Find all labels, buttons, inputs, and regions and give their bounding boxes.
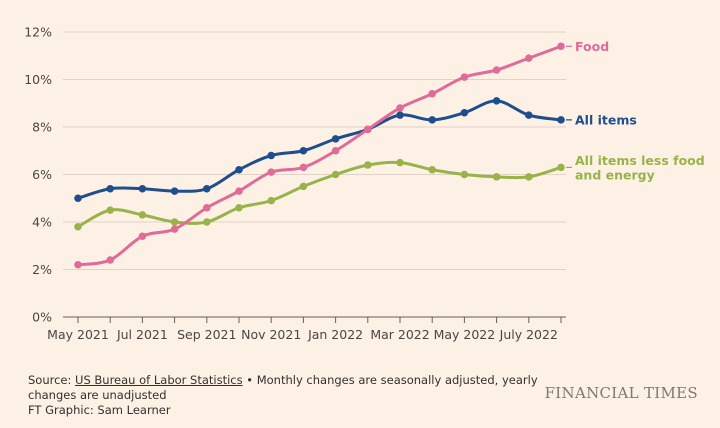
data-point-all-items-less-food-and-energy (557, 163, 565, 172)
data-point-all-items (170, 187, 179, 195)
data-point-food (331, 146, 340, 155)
y-tick-label: 4% (32, 215, 52, 230)
data-point-all-items (460, 108, 469, 117)
data-point-all-items-less-food-and-energy (492, 173, 501, 181)
y-tick-label: 0% (32, 310, 52, 325)
graphic-credit: FT Graphic: Sam Learner (28, 403, 171, 417)
series-label-food: Food (575, 39, 609, 54)
y-tick-label: 12% (24, 25, 52, 40)
data-point-all-items (235, 165, 243, 174)
series-line-food (76, 44, 563, 267)
x-tick-label: Jul 2021 (116, 327, 168, 342)
x-tick-label: Nov 2021 (241, 327, 301, 342)
data-point-all-items (74, 194, 82, 203)
x-tick-label: July 2022 (499, 327, 558, 342)
data-point-all-items (396, 111, 404, 119)
data-point-all-items-less-food-and-energy (364, 161, 372, 169)
series-label-line: Food (575, 39, 609, 54)
data-point-all-items-less-food-and-energy (525, 173, 533, 181)
data-point-all-items-less-food-and-energy (267, 196, 276, 205)
data-point-food (267, 168, 276, 176)
data-point-food (364, 125, 372, 134)
source-link[interactable]: US Bureau of Labor Statistics (75, 373, 243, 387)
data-point-all-items (299, 146, 308, 155)
data-point-food (492, 66, 501, 74)
y-tick-label: 2% (32, 262, 52, 277)
series-label-line: All items (575, 112, 637, 127)
series-label-all-items-less-food-and-energy: All items less food and energy (575, 153, 705, 183)
data-point-all-items (525, 111, 533, 119)
data-point-food (138, 232, 147, 241)
x-tick-label: May 2022 (434, 327, 496, 342)
series-label-all-items: All items (575, 112, 637, 127)
data-point-all-items (267, 151, 276, 160)
data-point-all-items (492, 97, 501, 105)
source-line: Source: US Bureau of Labor Statistics • … (28, 373, 548, 403)
series-label-line: and energy (575, 167, 655, 182)
data-point-all-items-less-food-and-energy (138, 211, 147, 219)
source-prefix: Source: (28, 373, 76, 387)
chart-footer: Source: US Bureau of Labor Statistics • … (28, 373, 548, 418)
data-point-food (235, 187, 243, 195)
data-point-food (557, 42, 565, 51)
data-point-all-items (331, 135, 340, 143)
ft-brand-logo: FINANCIAL TIMES (544, 384, 698, 402)
series-line-all-items (76, 99, 563, 200)
data-point-food (74, 260, 82, 269)
data-point-all-items-less-food-and-energy (396, 158, 404, 167)
data-point-all-items (557, 116, 565, 124)
data-point-all-items-less-food-and-energy (235, 203, 243, 212)
data-point-all-items (203, 184, 211, 193)
data-point-all-items-less-food-and-energy (170, 218, 179, 226)
y-tick-label: 8% (32, 120, 52, 135)
series-label-line: All items less food (575, 153, 705, 168)
data-point-all-items-less-food-and-energy (331, 170, 340, 179)
x-tick-label: Sep 2021 (177, 327, 236, 342)
data-point-food (428, 89, 437, 98)
source-note: • Monthly changes are seasonally adjuste… (28, 373, 538, 402)
data-point-all-items (428, 116, 437, 124)
data-point-food (106, 256, 114, 264)
data-point-food (396, 104, 404, 112)
data-point-all-items-less-food-and-energy (460, 170, 469, 179)
x-tick-label: May 2021 (47, 327, 109, 342)
line-chart: 0% 2% 4% 6% 8% 10% 12% May 2021 Jul 2021 Sep 2021… (24, 25, 705, 343)
x-tick-label: Jan 2022 (307, 327, 363, 342)
data-point-food (170, 225, 179, 233)
data-point-all-items-less-food-and-energy (74, 222, 82, 231)
data-point-food (460, 73, 469, 81)
data-point-food (203, 203, 211, 212)
y-tick-label: 6% (32, 167, 52, 182)
data-point-food (525, 54, 533, 62)
data-point-food (299, 163, 308, 172)
series-line-all-items-less-food-and-energy (76, 160, 563, 229)
y-tick-label: 10% (24, 72, 52, 87)
data-point-all-items (138, 184, 147, 193)
data-point-all-items (106, 184, 114, 193)
data-point-all-items-less-food-and-energy (299, 182, 308, 191)
data-point-all-items-less-food-and-energy (106, 206, 114, 214)
x-tick-label: Mar 2022 (370, 327, 429, 342)
data-point-all-items-less-food-and-energy (428, 165, 437, 174)
data-point-all-items-less-food-and-energy (203, 218, 211, 226)
